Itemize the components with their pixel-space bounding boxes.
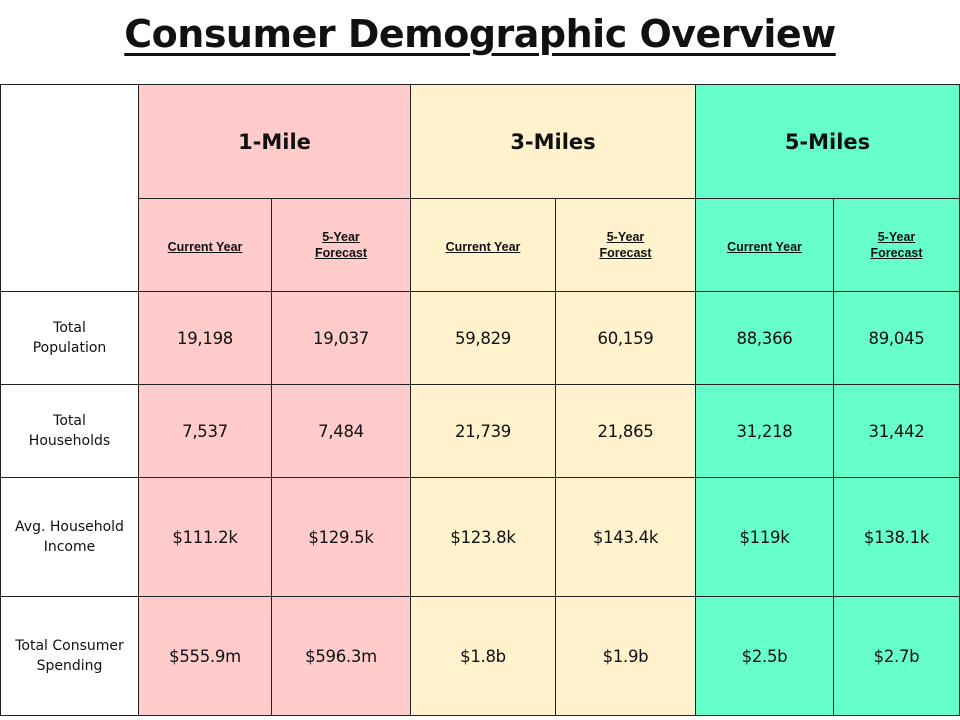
table-cell: $129.5k — [271, 477, 411, 597]
table-cell: 89,045 — [833, 291, 960, 385]
table-cell: 7,537 — [138, 384, 272, 478]
table-row: Total Population 19,198 19,037 59,829 60… — [0, 291, 960, 385]
table-cell: 21,865 — [555, 384, 696, 478]
group-header-1-mile: 1-Mile — [138, 84, 411, 199]
row-label: Avg. Household Income — [0, 477, 139, 597]
table-cell: $143.4k — [555, 477, 696, 597]
group-label: 3-Miles — [510, 129, 596, 154]
row-label: Total Households — [0, 384, 139, 478]
sub-header-forecast: 5-Year Forecast — [271, 198, 411, 292]
table-row: Avg. Household Income $111.2k $129.5k $1… — [0, 477, 960, 597]
table-cell: 59,829 — [410, 291, 556, 385]
table-cell: 31,218 — [695, 384, 834, 478]
sub-header-forecast: 5-Year Forecast — [833, 198, 960, 292]
table-row: Total Households 7,537 7,484 21,739 21,8… — [0, 384, 960, 478]
table-cell: 19,037 — [271, 291, 411, 385]
group-label: 1-Mile — [238, 129, 311, 154]
table-cell: $555.9m — [138, 596, 272, 716]
table-cell: $123.8k — [410, 477, 556, 597]
table-cell: 21,739 — [410, 384, 556, 478]
table-row: Total Consumer Spending $555.9m $596.3m … — [0, 596, 960, 716]
table-cell: $119k — [695, 477, 834, 597]
group-header-3-miles: 3-Miles — [410, 84, 696, 199]
row-label: Total Consumer Spending — [0, 596, 139, 716]
sub-header-forecast: 5-Year Forecast — [555, 198, 696, 292]
table-cell: 60,159 — [555, 291, 696, 385]
demographic-table: 1-Mile 3-Miles 5-Miles Current Year 5-Ye… — [0, 84, 960, 716]
table-cell: $596.3m — [271, 596, 411, 716]
sub-header-row: Current Year 5-Year Forecast Current Yea… — [1, 198, 960, 292]
table-cell: $2.5b — [695, 596, 834, 716]
sub-header-current: Current Year — [695, 198, 834, 292]
table-cell: 19,198 — [138, 291, 272, 385]
table-cell: $1.8b — [410, 596, 556, 716]
group-header-row: 1-Mile 3-Miles 5-Miles — [0, 84, 960, 292]
table-cell: 88,366 — [695, 291, 834, 385]
corner-cell — [0, 84, 139, 292]
group-header-5-miles: 5-Miles — [695, 84, 960, 199]
table-cell: 7,484 — [271, 384, 411, 478]
page-title: Consumer Demographic Overview — [124, 12, 836, 56]
table-cell: 31,442 — [833, 384, 960, 478]
group-label: 5-Miles — [784, 129, 871, 154]
row-label: Total Population — [0, 291, 139, 385]
table-cell: $138.1k — [833, 477, 960, 597]
sub-header-current: Current Year — [410, 198, 556, 292]
table-cell: $2.7b — [833, 596, 960, 716]
table-cell: $1.9b — [555, 596, 696, 716]
table-cell: $111.2k — [138, 477, 272, 597]
sub-header-current: Current Year — [138, 198, 272, 292]
